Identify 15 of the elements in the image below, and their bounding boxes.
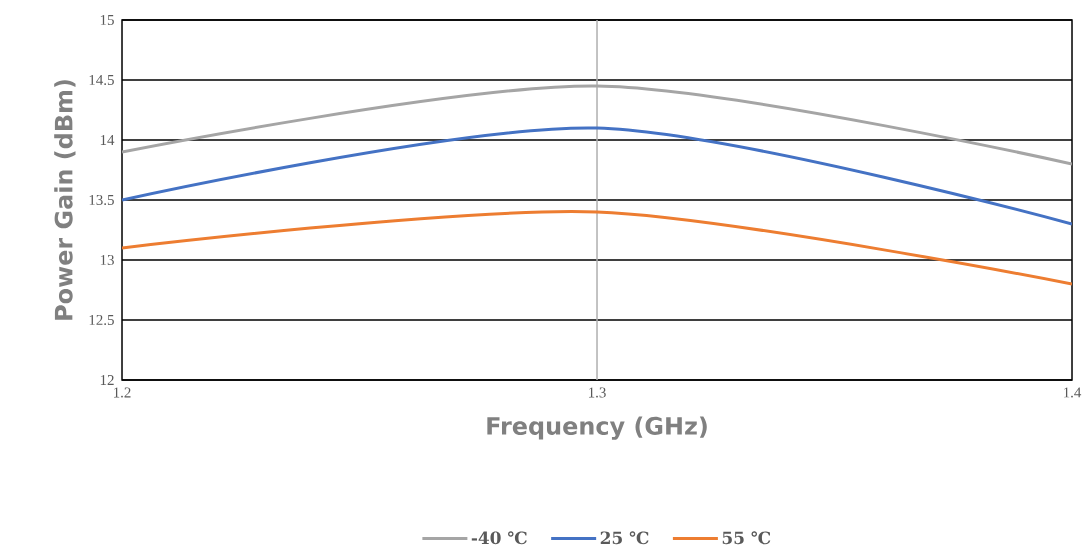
y-tick-label: 14.5 xyxy=(89,74,114,86)
y-tick-label: 12.5 xyxy=(89,314,114,326)
x-tick-label: 1.4 xyxy=(1063,387,1082,398)
y-tick-label: 15 xyxy=(100,14,114,25)
x-tick-label: 1.3 xyxy=(588,387,606,398)
y-tick-label: 14 xyxy=(100,135,115,145)
legend-label: -40 ℃ xyxy=(471,531,527,545)
y-axis-title: Power Gain (dBm) xyxy=(54,80,76,320)
x-axis-title: Frequency (GHz) xyxy=(487,416,707,440)
legend-label: 55 ℃ xyxy=(722,531,771,545)
x-tick-label: 1.2 xyxy=(113,387,131,398)
legend-label: 25 ℃ xyxy=(600,531,649,545)
y-tick-label: 13 xyxy=(100,254,114,265)
y-tick-label: 13.5 xyxy=(89,194,114,206)
y-tick-label: 12 xyxy=(100,375,114,385)
